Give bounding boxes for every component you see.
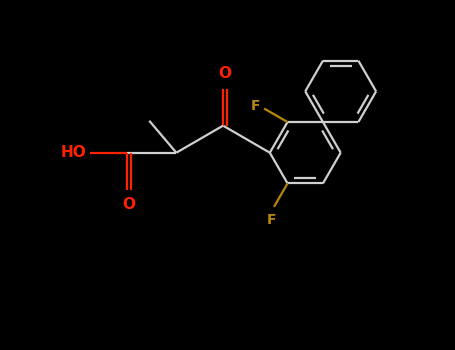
Text: F: F xyxy=(251,99,260,113)
Text: HO: HO xyxy=(61,145,86,160)
Text: O: O xyxy=(218,66,232,81)
Text: O: O xyxy=(122,197,136,212)
Text: F: F xyxy=(267,213,276,227)
